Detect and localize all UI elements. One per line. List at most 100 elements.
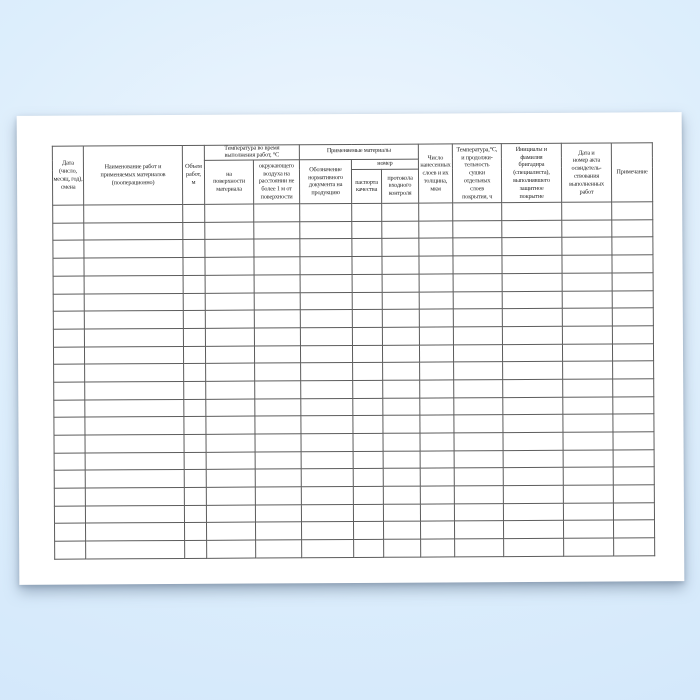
table-cell: [204, 257, 255, 276]
table-cell: [301, 539, 354, 558]
table-cell: [85, 487, 185, 506]
table-cell: [205, 292, 255, 311]
table-cell: [382, 362, 420, 381]
table-cell: [419, 273, 454, 292]
table-cell: [300, 327, 353, 346]
table-cell: [253, 203, 300, 222]
table-cell: [300, 433, 354, 452]
table-cell: [183, 345, 206, 364]
group-header-number: номер: [351, 158, 419, 170]
table-cell: [382, 291, 420, 310]
table-cell: [611, 219, 653, 238]
table-cell: [418, 238, 453, 257]
table-cell: [383, 486, 421, 505]
table-cell: [383, 521, 421, 540]
table-cell: [502, 326, 563, 345]
table-cell: [353, 521, 384, 540]
table-cell: [206, 504, 256, 523]
table-cell: [382, 380, 420, 398]
table-cell: [419, 397, 454, 416]
table-cell: [300, 415, 353, 434]
table-cell: [301, 486, 354, 505]
table-cell: [612, 290, 654, 309]
table-cell: [611, 254, 654, 273]
table-cell: [53, 346, 85, 365]
table-cell: [54, 541, 86, 560]
table-cell: [352, 327, 383, 346]
table-cell: [612, 325, 654, 344]
table-cell: [562, 361, 613, 380]
table-cell: [502, 379, 563, 398]
table-cell: [183, 292, 206, 311]
table-cell: [300, 380, 353, 399]
table-cell: [453, 414, 503, 433]
table-cell: [53, 417, 85, 436]
table-cell: [183, 434, 207, 453]
table-cell: [85, 540, 185, 559]
table-cell: [503, 449, 564, 469]
table-cell: [253, 256, 301, 275]
table-cell: [254, 363, 301, 382]
table-cell: [84, 275, 184, 294]
table-cell: [502, 343, 563, 362]
table-cell: [83, 257, 184, 276]
table-cell: [83, 222, 183, 241]
col-header-quality-passport: паспорта качества: [351, 168, 382, 204]
work-log-table: Дата (число, месяц, год), смена Наименов…: [51, 142, 656, 560]
table-cell: [453, 432, 504, 451]
col-header-doc-designation: Обозначение нормативного документа на пр…: [299, 159, 352, 204]
table-cell: [562, 396, 613, 415]
table-cell: [562, 378, 613, 397]
table-cell: [419, 326, 454, 345]
table-cell: [420, 521, 455, 540]
table-cell: [353, 504, 384, 522]
table-cell: [453, 308, 503, 327]
table-cell: [183, 310, 206, 329]
table-cell: [454, 521, 504, 540]
table-cell: [502, 432, 564, 451]
table-cell: [299, 256, 353, 275]
table-cell: [53, 399, 85, 418]
table-cell: [419, 291, 454, 310]
table-cell: [352, 433, 384, 452]
table-cell: [352, 291, 383, 310]
table-cell: [205, 416, 255, 435]
table-cell: [253, 221, 300, 240]
table-cell: [561, 219, 612, 238]
table-cell: [613, 502, 655, 521]
table-cell: [184, 540, 207, 559]
table-cell: [54, 470, 86, 489]
table-cell: [84, 381, 184, 400]
table-cell: [205, 310, 255, 329]
table-cell: [419, 415, 454, 434]
table-cell: [205, 381, 255, 399]
table-cell: [255, 522, 302, 541]
table-cell: [351, 238, 382, 257]
table-cell: [418, 220, 453, 239]
table-cell: [453, 361, 503, 380]
table-cell: [561, 255, 613, 274]
table-cell: [501, 237, 562, 256]
table-cell: [205, 398, 255, 417]
table-cell: [183, 398, 206, 417]
table-cell: [612, 272, 654, 291]
table-cell: [352, 274, 383, 293]
col-header-work-name: Наименование работ и применяемых материа…: [83, 145, 183, 206]
table-cell: [84, 416, 184, 436]
table-cell: [381, 203, 419, 222]
table-cell: [204, 221, 254, 240]
table-cell: [612, 378, 654, 397]
table-cell: [254, 345, 301, 364]
table-cell: [383, 450, 421, 469]
table-cell: [300, 292, 353, 311]
table-cell: [501, 220, 562, 239]
table-cell: [83, 204, 183, 223]
table-cell: [452, 202, 502, 221]
table-cell: [562, 290, 613, 309]
table-cell: [352, 344, 383, 363]
table-cell: [563, 485, 614, 504]
table-cell: [452, 220, 502, 239]
table-cell: [352, 415, 383, 434]
col-header-temp-air: окружающего воздуха на расстоянии не бол…: [253, 159, 300, 205]
table-cell: [353, 468, 384, 487]
